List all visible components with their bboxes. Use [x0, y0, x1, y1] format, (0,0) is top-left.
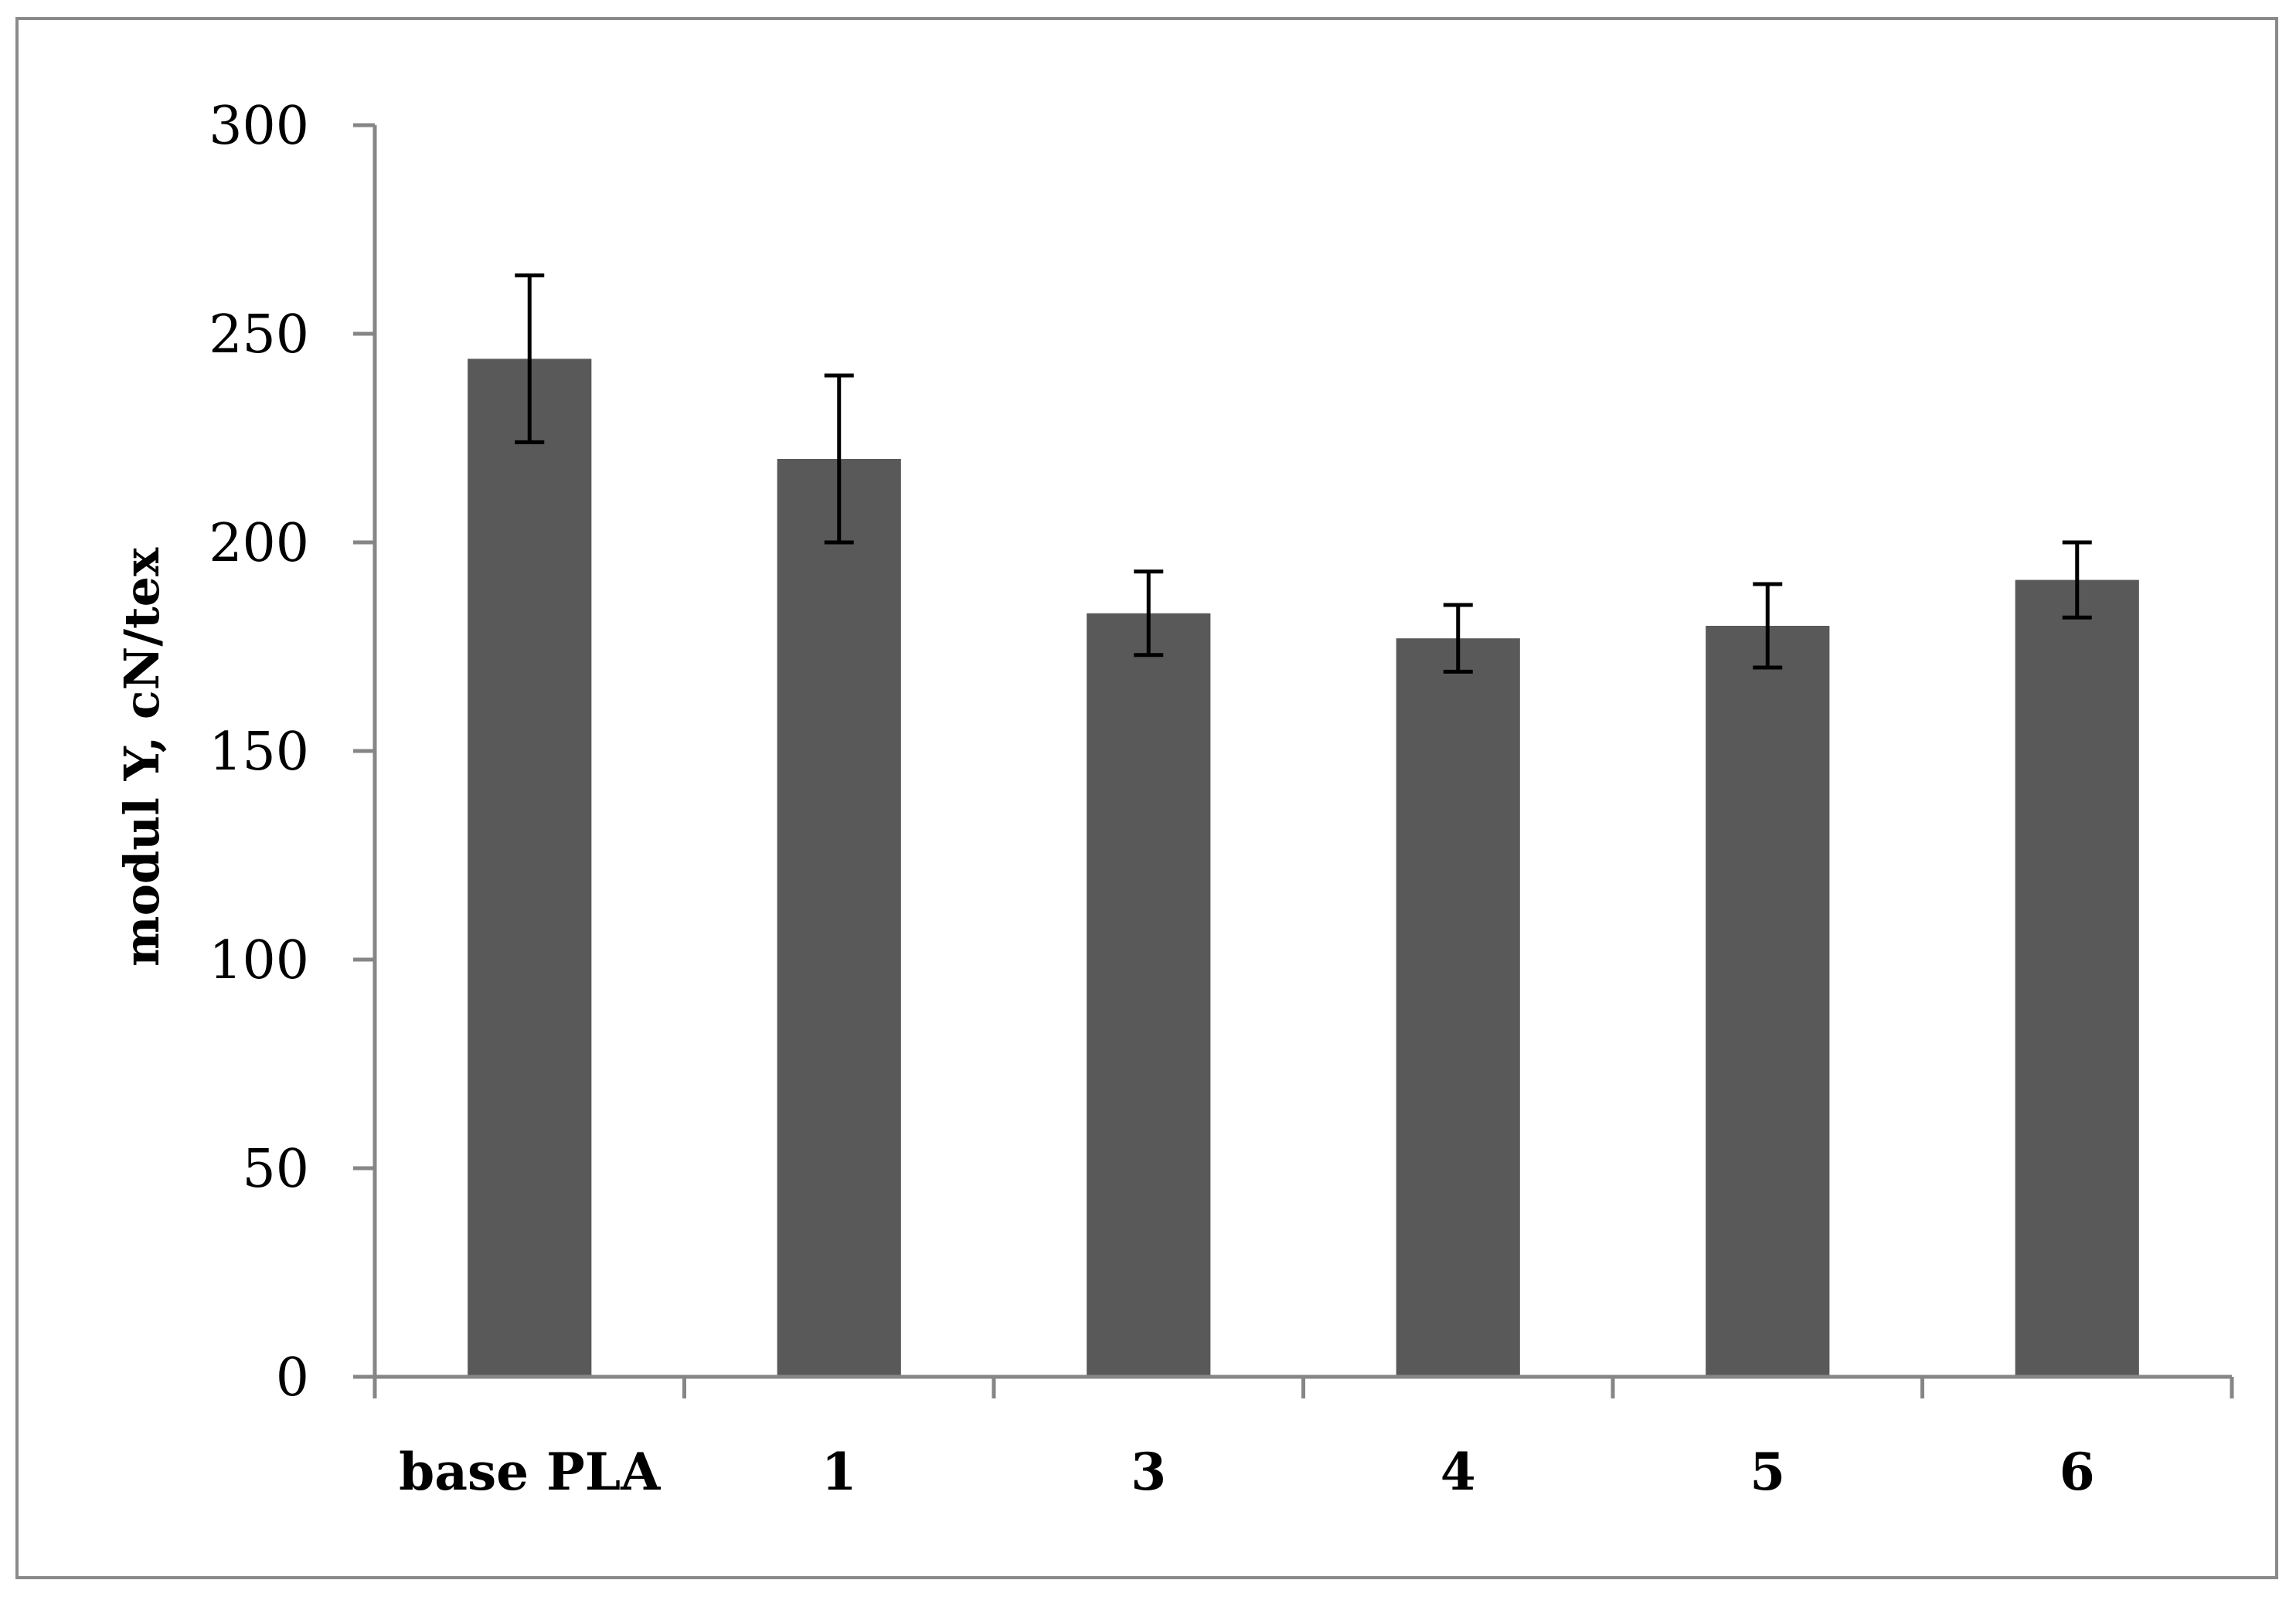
bar-6 — [2015, 579, 2139, 1377]
axes-layer — [353, 123, 2234, 1398]
y-tick-label: 50 — [242, 1139, 309, 1200]
error-bars-layer — [515, 273, 2092, 674]
bars-layer — [468, 358, 2139, 1377]
error-bar-3 — [1443, 603, 1473, 674]
y-tick-label: 300 — [209, 96, 309, 157]
y-tick-label: 250 — [209, 304, 309, 365]
bar-base-pla — [468, 358, 592, 1377]
error-bar-4 — [1753, 582, 1783, 670]
x-tick-label: 6 — [2060, 1442, 2095, 1502]
bar-3 — [1087, 613, 1211, 1377]
x-tick-label: 5 — [1750, 1442, 1785, 1502]
x-tick-label: base PLA — [399, 1442, 661, 1502]
y-tick-labels: 0 50 100 150 200 250 300 — [209, 96, 309, 1408]
x-tick-label: 4 — [1441, 1442, 1476, 1502]
error-bar-1 — [824, 373, 854, 545]
y-tick-label: 100 — [209, 930, 309, 991]
error-bar-0 — [515, 273, 545, 444]
x-category-labels: base PLA 1 3 4 5 6 — [399, 1442, 2095, 1502]
error-bar-2 — [1134, 569, 1164, 657]
y-tick-label: 200 — [209, 513, 309, 574]
bar-1 — [777, 459, 901, 1377]
y-axis-title: modul Y, cN/tex — [114, 547, 170, 967]
bar-5 — [1706, 626, 1830, 1377]
error-bar-5 — [2062, 540, 2092, 620]
y-tick-label: 0 — [276, 1347, 309, 1408]
x-tick-label: 3 — [1131, 1442, 1166, 1502]
x-tick-label: 1 — [821, 1442, 857, 1502]
y-tick-label: 150 — [209, 722, 309, 783]
bar-4 — [1396, 638, 1520, 1377]
